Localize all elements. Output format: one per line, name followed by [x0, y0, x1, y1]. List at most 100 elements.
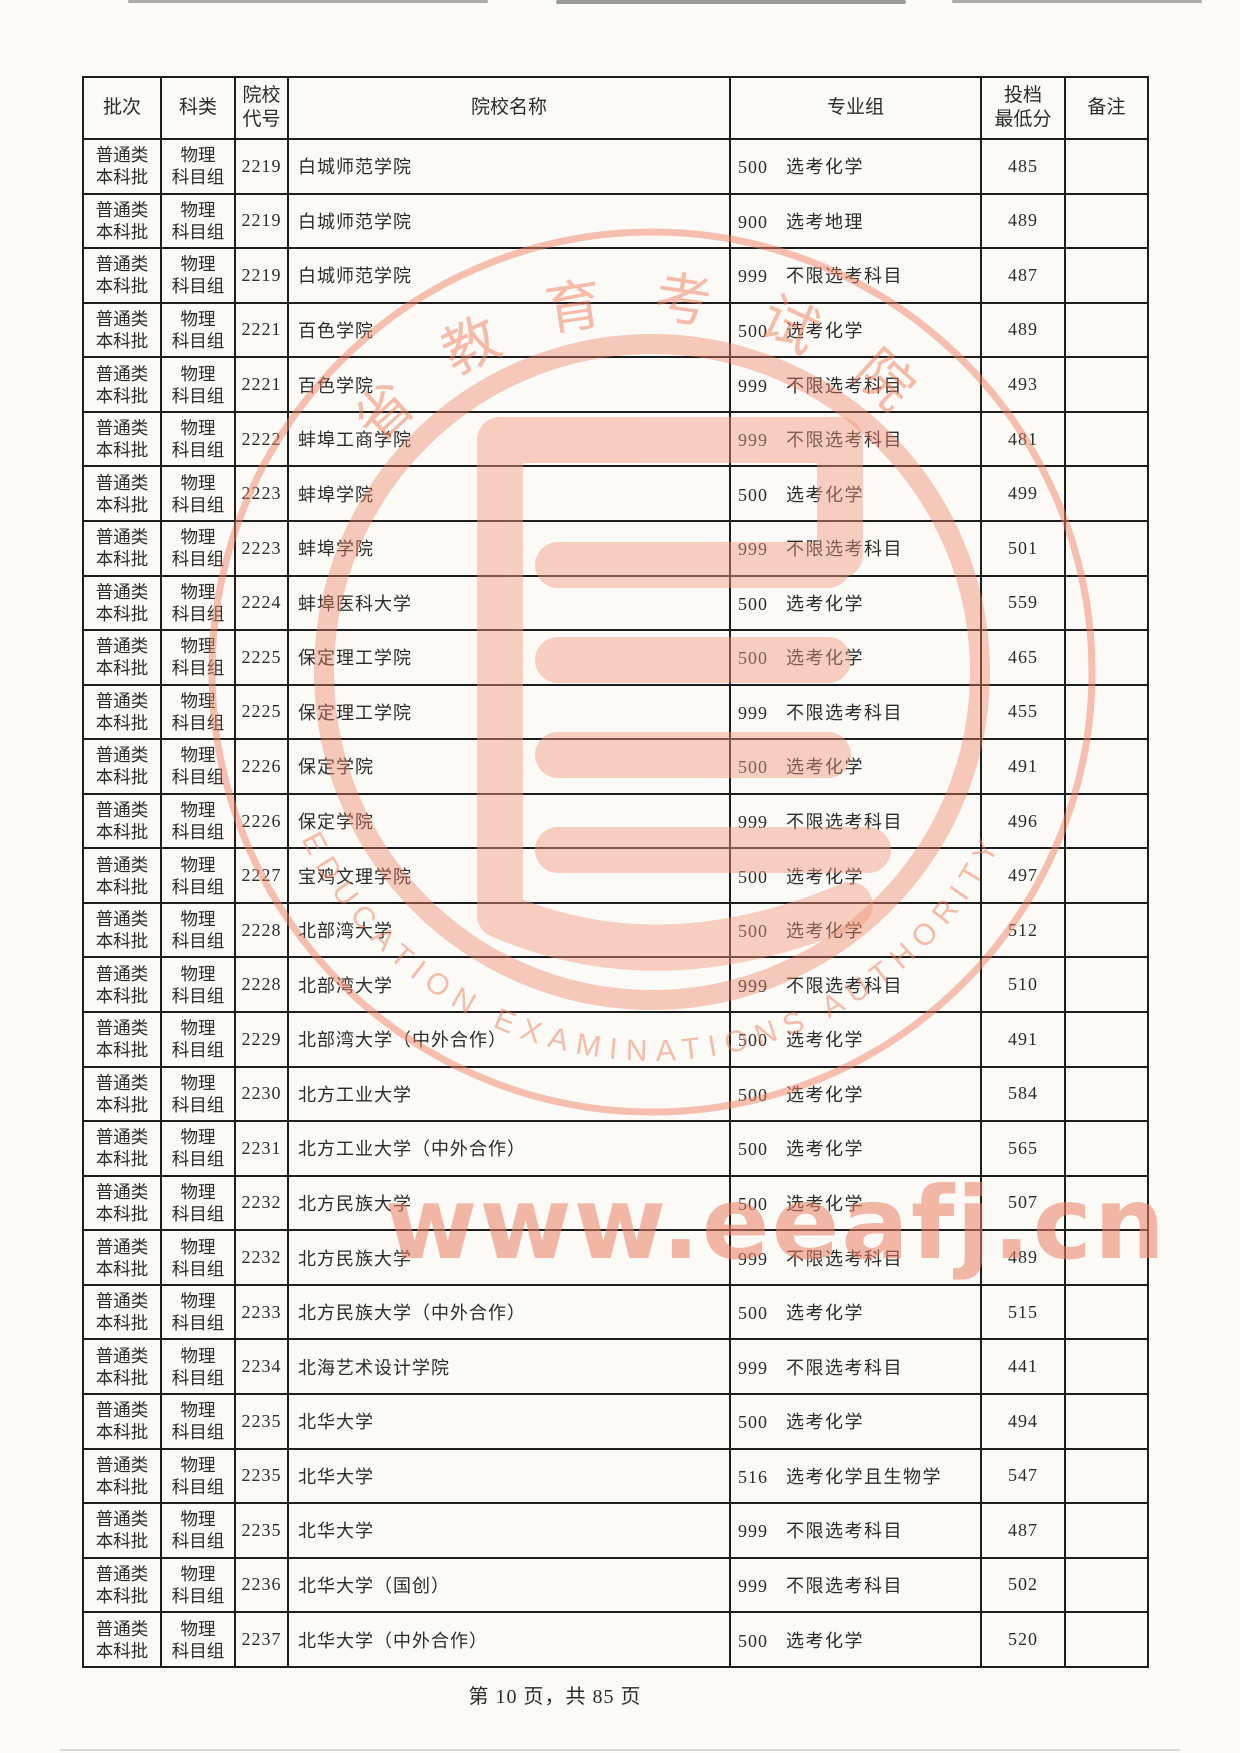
- batch-cell: 普通类 本科批: [82, 1011, 162, 1068]
- major-group-cell: 500 选考化学: [729, 1611, 982, 1668]
- college-code-cell: 2230: [234, 1065, 289, 1123]
- major-group-code: 999: [738, 702, 768, 723]
- college-code-cell: 2235: [234, 1392, 289, 1450]
- header-major-group: 专业组: [729, 76, 982, 140]
- table-row: 普通类 本科批 物理 科目组 2232 北方民族大学 500 选考化学 507: [82, 1174, 1149, 1232]
- college-name-cell: 北华大学: [287, 1447, 731, 1505]
- min-score-cell: 481: [980, 410, 1066, 468]
- major-group-code: 500: [738, 921, 768, 942]
- college-code-cell: 2219: [234, 138, 289, 195]
- batch-cell: 普通类 本科批: [82, 1283, 162, 1341]
- college-code-cell: 2226: [234, 792, 289, 850]
- table-row: 普通类 本科批 物理 科目组 2231 北方工业大学（中外合作） 500 选考化学…: [82, 1120, 1149, 1177]
- major-group-code: 999: [738, 430, 768, 451]
- batch-cell: 普通类 本科批: [82, 192, 162, 250]
- table-row: 普通类 本科批 物理 科目组 2232 北方民族大学 999 不限选考科目 489: [82, 1229, 1149, 1286]
- major-group-name: 选考化学: [786, 157, 864, 178]
- major-group-name: 不限选考科目: [786, 1575, 903, 1596]
- min-score-cell: 489: [980, 1229, 1066, 1286]
- major-group-code: 500: [738, 1412, 768, 1433]
- min-score-cell: 565: [980, 1120, 1066, 1177]
- major-group-cell: 500 选考化学: [729, 738, 982, 795]
- college-code-cell: 2235: [234, 1447, 289, 1505]
- category-cell: 物理 科目组: [160, 1120, 236, 1177]
- batch-cell: 普通类 本科批: [82, 1447, 162, 1505]
- major-group-cell: 516 选考化学且生物学: [729, 1447, 982, 1505]
- college-name-cell: 百色学院: [287, 301, 731, 359]
- college-code-cell: 2237: [234, 1611, 289, 1668]
- table-row: 普通类 本科批 物理 科目组 2233 北方民族大学（中外合作） 500 选考化学…: [82, 1283, 1149, 1341]
- batch-cell: 普通类 本科批: [82, 1502, 162, 1559]
- remark-cell: [1064, 519, 1149, 577]
- header-category: 科类: [160, 76, 236, 140]
- batch-cell: 普通类 本科批: [82, 1229, 162, 1286]
- batch-cell: 普通类 本科批: [82, 738, 162, 795]
- scan-artifact: [952, 0, 1202, 3]
- remark-cell: [1064, 356, 1149, 413]
- remark-cell: [1064, 410, 1149, 468]
- college-code-cell: 2235: [234, 1502, 289, 1559]
- major-group-name: 选考化学: [786, 1193, 864, 1214]
- remark-cell: [1064, 1556, 1149, 1614]
- table-row: 普通类 本科批 物理 科目组 2223 蚌埠学院 999 不限选考科目 501: [82, 519, 1149, 577]
- min-score-cell: 515: [980, 1283, 1066, 1341]
- header-college-code: 院校 代号: [234, 76, 289, 140]
- batch-cell: 普通类 本科批: [82, 683, 162, 741]
- major-group-cell: 500 选考化学: [729, 629, 982, 686]
- college-code-cell: 2221: [234, 301, 289, 359]
- college-code-cell: 2224: [234, 574, 289, 632]
- batch-cell: 普通类 本科批: [82, 1065, 162, 1123]
- min-score-cell: 512: [980, 901, 1066, 959]
- header-min-score: 投档 最低分: [980, 76, 1066, 140]
- college-code-cell: 2232: [234, 1174, 289, 1232]
- major-group-name: 选考化学: [786, 921, 864, 942]
- college-code-cell: 2226: [234, 738, 289, 795]
- category-cell: 物理 科目组: [160, 138, 236, 195]
- major-group-name: 选考化学: [786, 1630, 864, 1651]
- major-group-code: 900: [738, 211, 768, 232]
- category-cell: 物理 科目组: [160, 356, 236, 413]
- major-group-name: 选考化学: [786, 484, 864, 505]
- remark-cell: [1064, 956, 1149, 1013]
- category-cell: 物理 科目组: [160, 192, 236, 250]
- major-group-code: 500: [738, 484, 768, 505]
- major-group-name: 选考地理: [786, 211, 864, 232]
- major-group-code: 999: [738, 812, 768, 833]
- scan-artifact: [128, 0, 488, 3]
- college-code-cell: 2228: [234, 956, 289, 1013]
- major-group-cell: 999 不限选考科目: [729, 247, 982, 304]
- category-cell: 物理 科目组: [160, 847, 236, 904]
- category-cell: 物理 科目组: [160, 792, 236, 850]
- batch-cell: 普通类 本科批: [82, 138, 162, 195]
- remark-cell: [1064, 1174, 1149, 1232]
- remark-cell: [1064, 138, 1149, 195]
- category-cell: 物理 科目组: [160, 519, 236, 577]
- category-cell: 物理 科目组: [160, 683, 236, 741]
- college-name-cell: 保定理工学院: [287, 683, 731, 741]
- major-group-code: 999: [738, 1248, 768, 1269]
- min-score-cell: 499: [980, 465, 1066, 522]
- major-group-code: 500: [738, 157, 768, 178]
- college-name-cell: 保定学院: [287, 792, 731, 850]
- college-name-cell: 北海艺术设计学院: [287, 1338, 731, 1395]
- category-cell: 物理 科目组: [160, 1174, 236, 1232]
- min-score-cell: 520: [980, 1611, 1066, 1668]
- college-code-cell: 2223: [234, 465, 289, 522]
- remark-cell: [1064, 1502, 1149, 1559]
- table-row: 普通类 本科批 物理 科目组 2226 保定学院 500 选考化学 491: [82, 738, 1149, 795]
- major-group-cell: 500 选考化学: [729, 465, 982, 522]
- major-group-name: 选考化学: [786, 1030, 864, 1051]
- major-group-cell: 500 选考化学: [729, 1174, 982, 1232]
- major-group-name: 选考化学: [786, 1139, 864, 1160]
- college-name-cell: 白城师范学院: [287, 247, 731, 304]
- college-name-cell: 保定理工学院: [287, 629, 731, 686]
- remark-cell: [1064, 1011, 1149, 1068]
- category-cell: 物理 科目组: [160, 247, 236, 304]
- table-row: 普通类 本科批 物理 科目组 2235 北华大学 999 不限选考科目 487: [82, 1502, 1149, 1559]
- table-row: 普通类 本科批 物理 科目组 2225 保定理工学院 500 选考化学 465: [82, 629, 1149, 686]
- batch-cell: 普通类 本科批: [82, 301, 162, 359]
- major-group-code: 500: [738, 1139, 768, 1160]
- major-group-code: 999: [738, 375, 768, 396]
- remark-cell: [1064, 1229, 1149, 1286]
- college-name-cell: 北方民族大学（中外合作）: [287, 1283, 731, 1341]
